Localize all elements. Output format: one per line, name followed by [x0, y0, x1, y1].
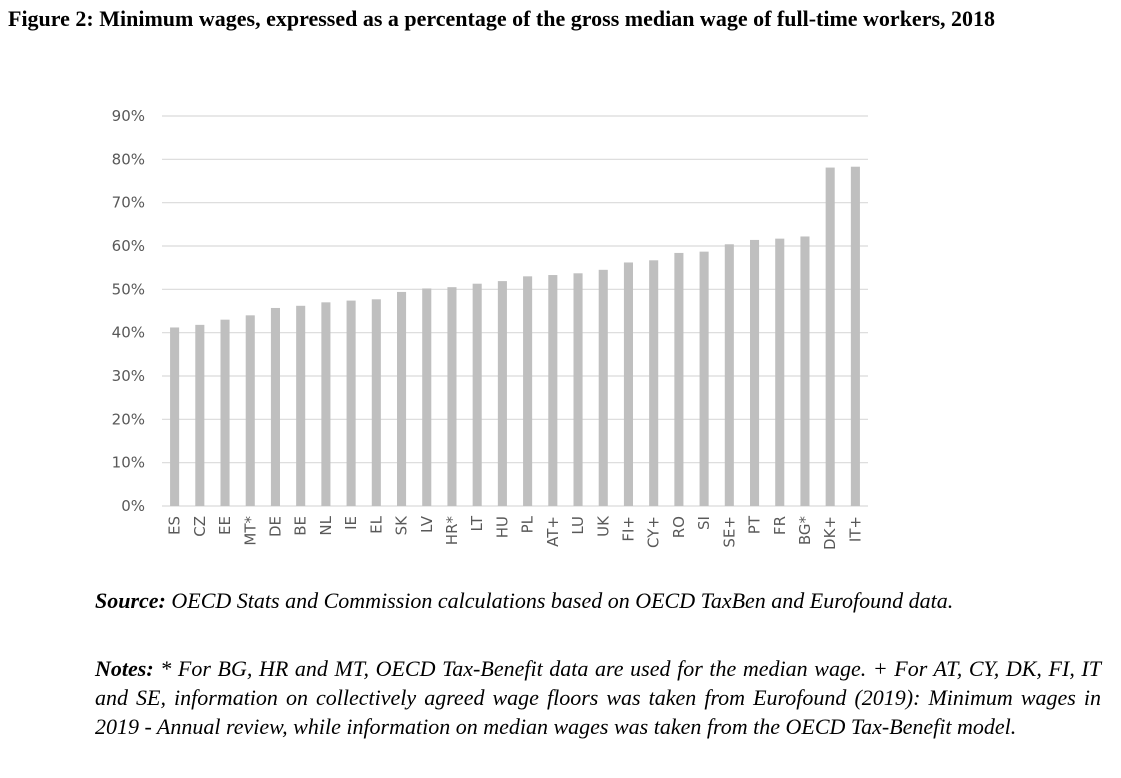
x-tick-label: LV: [418, 515, 436, 533]
bar-ie: [346, 300, 356, 506]
x-tick-label: DE: [266, 516, 284, 537]
bar-hr: [447, 287, 457, 506]
y-tick-label: 0%: [121, 497, 145, 515]
bar-de: [270, 307, 281, 506]
bar-ee: [220, 319, 230, 506]
notes-label: Notes:: [95, 656, 154, 681]
y-tick-label: 20%: [112, 410, 145, 428]
x-tick-label: UK: [594, 515, 612, 537]
bar-fr: [775, 238, 785, 506]
bar-fi: [623, 262, 634, 506]
x-tick-label: HR*: [443, 516, 461, 546]
bar-at: [548, 275, 558, 506]
x-tick-label: SK: [393, 515, 411, 536]
x-tick-label: SI: [695, 516, 713, 530]
bar-pl: [523, 276, 533, 506]
x-tick-label: IE: [342, 516, 360, 530]
bar-nl: [321, 302, 331, 506]
bars: [170, 166, 860, 507]
bar-chart: 0% 10% 20% 30% 40% 50% 60% 70% 80% 90% ES CZ EE MT* D…: [112, 107, 868, 550]
source-note: Source: OECD Stats and Commission calcul…: [95, 586, 1101, 615]
source-label: Source:: [95, 588, 166, 613]
y-tick-label: 40%: [112, 324, 145, 342]
x-tick-label: EL: [367, 515, 385, 533]
x-tick-label: EE: [216, 516, 234, 535]
x-tick-label: DK+: [821, 516, 839, 550]
x-tick-label: LT: [468, 515, 486, 531]
bar-it: [850, 166, 860, 506]
y-tick-label: 30%: [112, 367, 145, 385]
figure-title: Figure 2: Minimum wages, expressed as a …: [8, 6, 996, 31]
bar-pt: [749, 239, 760, 506]
bar-el: [371, 299, 381, 506]
notes-note: Notes: * For BG, HR and MT, OECD Tax-Ben…: [95, 654, 1101, 741]
x-tick-label: BE: [292, 516, 310, 536]
x-tick-label: AT+: [544, 516, 562, 547]
x-tick-label: CY+: [645, 516, 663, 548]
x-tick-label: PL: [519, 515, 537, 533]
y-tick-label: 90%: [112, 107, 145, 125]
x-tick-label: FI+: [619, 516, 637, 542]
y-tick-label: 50%: [112, 280, 145, 298]
x-tick-label: CZ: [191, 516, 209, 537]
bar-hu: [497, 281, 507, 506]
bar-cz: [195, 324, 205, 506]
bar-mt: [245, 315, 255, 506]
source-text: OECD Stats and Commission calculations b…: [165, 588, 954, 613]
bar-lu: [573, 273, 583, 506]
y-tick-label: 60%: [112, 237, 145, 255]
bar-be: [296, 305, 306, 506]
x-tick-label: FR: [771, 516, 789, 535]
x-tick-label: LU: [569, 516, 587, 535]
x-tick-label: NL: [317, 515, 335, 535]
bar-se: [724, 244, 734, 506]
x-tick-label: HU: [493, 516, 511, 538]
bar-lv: [422, 288, 432, 506]
x-tick-label: IT+: [846, 516, 864, 542]
gridlines: [162, 115, 868, 507]
x-tick-label: MT*: [241, 516, 259, 546]
bar-dk: [825, 167, 835, 507]
bar-si: [699, 251, 709, 506]
bar-bg: [800, 236, 810, 506]
x-tick-label: BG*: [796, 516, 814, 546]
bar-cy: [649, 260, 659, 506]
bar-uk: [598, 269, 608, 506]
notes-text: * For BG, HR and MT, OECD Tax-Benefit da…: [95, 656, 1101, 739]
y-tick-label: 70%: [112, 194, 145, 212]
bar-sk: [396, 291, 407, 506]
y-axis-ticks: 0% 10% 20% 30% 40% 50% 60% 70% 80% 90%: [112, 107, 145, 515]
y-tick-label: 80%: [112, 150, 145, 168]
x-tick-label: PT: [746, 515, 764, 534]
x-tick-label: RO: [670, 516, 688, 538]
x-tick-label: ES: [166, 516, 184, 535]
bar-lt: [472, 283, 482, 506]
x-axis-ticks: ES CZ EE MT* DE BE NL IE EL SK LV HR* LT HU PL AT+ LU UK F…: [166, 515, 865, 550]
x-tick-label: SE+: [720, 516, 738, 548]
y-tick-label: 10%: [112, 454, 145, 472]
bar-es: [170, 327, 180, 506]
bar-ro: [674, 252, 684, 506]
